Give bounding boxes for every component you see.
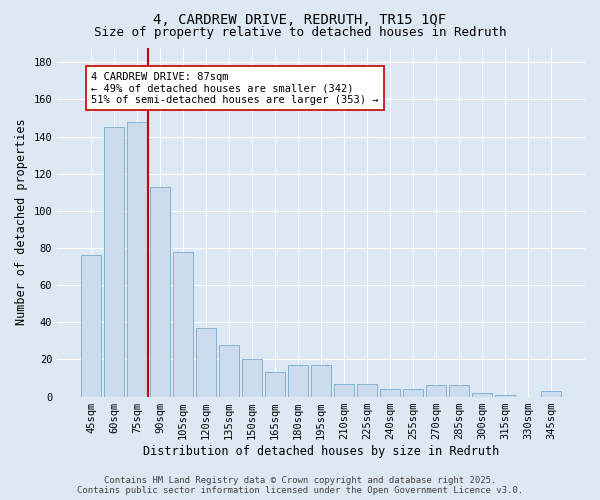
Bar bbox=[311, 365, 331, 396]
Text: 4 CARDREW DRIVE: 87sqm
← 49% of detached houses are smaller (342)
51% of semi-de: 4 CARDREW DRIVE: 87sqm ← 49% of detached… bbox=[91, 72, 379, 105]
Bar bbox=[265, 372, 285, 396]
Bar bbox=[173, 252, 193, 396]
Bar bbox=[127, 122, 147, 396]
Bar bbox=[449, 386, 469, 396]
Bar bbox=[427, 386, 446, 396]
Text: 4, CARDREW DRIVE, REDRUTH, TR15 1QF: 4, CARDREW DRIVE, REDRUTH, TR15 1QF bbox=[154, 12, 446, 26]
Text: Contains HM Land Registry data © Crown copyright and database right 2025.
Contai: Contains HM Land Registry data © Crown c… bbox=[77, 476, 523, 495]
Bar bbox=[196, 328, 216, 396]
Bar bbox=[380, 389, 400, 396]
Bar bbox=[81, 256, 101, 396]
Bar bbox=[219, 344, 239, 397]
Bar bbox=[496, 394, 515, 396]
Bar bbox=[104, 128, 124, 396]
Bar bbox=[334, 384, 354, 396]
Bar bbox=[541, 391, 561, 396]
X-axis label: Distribution of detached houses by size in Redruth: Distribution of detached houses by size … bbox=[143, 444, 499, 458]
Y-axis label: Number of detached properties: Number of detached properties bbox=[15, 118, 28, 326]
Bar bbox=[403, 389, 423, 396]
Bar bbox=[288, 365, 308, 396]
Bar bbox=[472, 393, 492, 396]
Bar bbox=[242, 360, 262, 397]
Text: Size of property relative to detached houses in Redruth: Size of property relative to detached ho… bbox=[94, 26, 506, 39]
Bar bbox=[150, 187, 170, 396]
Bar bbox=[358, 384, 377, 396]
